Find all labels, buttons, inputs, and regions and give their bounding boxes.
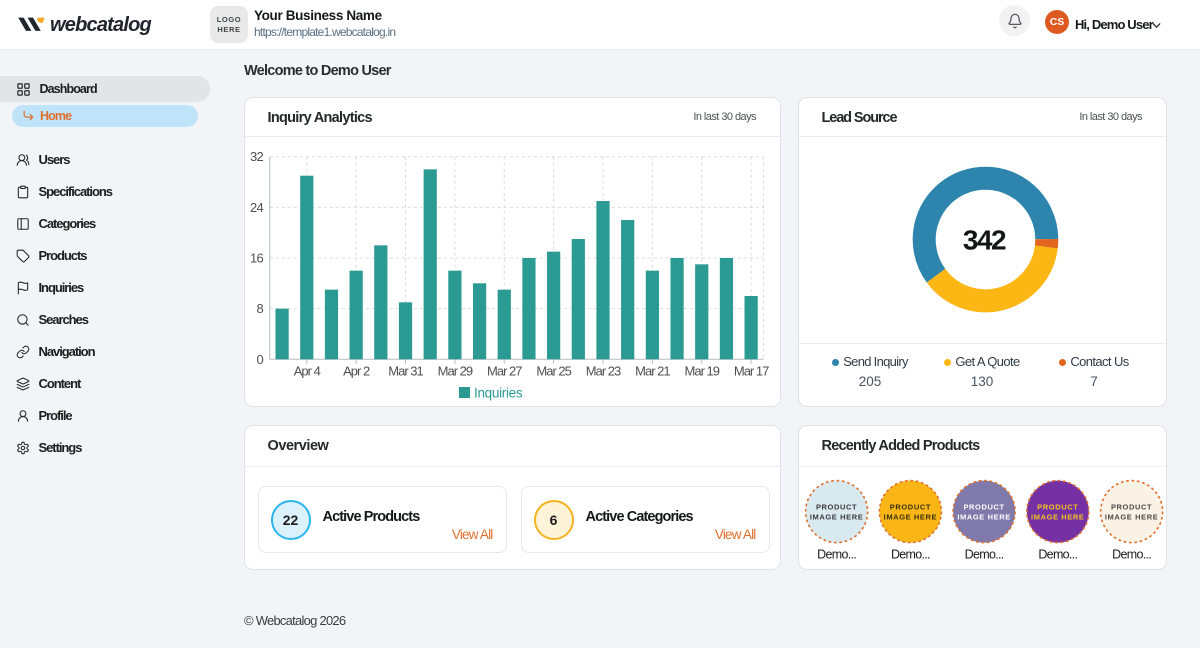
svg-text:Demo...: Demo... bbox=[965, 548, 1004, 562]
svg-text:PRODUCT: PRODUCT bbox=[890, 503, 931, 512]
svg-text:342: 342 bbox=[963, 225, 1006, 256]
svg-text:8: 8 bbox=[257, 301, 264, 316]
svg-text:Mar 17: Mar 17 bbox=[734, 363, 769, 378]
svg-text:PRODUCT: PRODUCT bbox=[1111, 503, 1152, 512]
svg-text:Mar 21: Mar 21 bbox=[635, 363, 670, 378]
svg-text:PRODUCT: PRODUCT bbox=[963, 503, 1004, 512]
svg-text:IMAGE HERE: IMAGE HERE bbox=[1105, 513, 1159, 522]
svg-text:24: 24 bbox=[250, 200, 263, 215]
svg-text:0: 0 bbox=[257, 352, 264, 367]
svg-text:Demo...: Demo... bbox=[891, 548, 930, 562]
svg-text:32: 32 bbox=[250, 149, 263, 164]
svg-text:Demo...: Demo... bbox=[817, 548, 856, 562]
svg-text:PRODUCT: PRODUCT bbox=[1037, 503, 1078, 512]
svg-text:IMAGE HERE: IMAGE HERE bbox=[1031, 513, 1085, 522]
svg-text:Mar 29: Mar 29 bbox=[438, 363, 473, 378]
svg-text:IMAGE HERE: IMAGE HERE bbox=[884, 513, 938, 522]
svg-text:16: 16 bbox=[250, 251, 263, 266]
svg-text:PRODUCT: PRODUCT bbox=[816, 503, 857, 512]
svg-text:Apr 4: Apr 4 bbox=[294, 363, 321, 378]
svg-text:Demo...: Demo... bbox=[1112, 548, 1151, 562]
svg-text:Mar 19: Mar 19 bbox=[685, 363, 720, 378]
svg-text:Inquiries: Inquiries bbox=[474, 386, 523, 401]
svg-text:Mar 27: Mar 27 bbox=[487, 363, 522, 378]
svg-text:Mar 25: Mar 25 bbox=[536, 363, 571, 378]
svg-text:IMAGE HERE: IMAGE HERE bbox=[957, 513, 1011, 522]
svg-text:Apr 2: Apr 2 bbox=[343, 363, 370, 378]
svg-text:Demo...: Demo... bbox=[1038, 548, 1077, 562]
svg-text:Mar 31: Mar 31 bbox=[388, 363, 423, 378]
svg-text:IMAGE HERE: IMAGE HERE bbox=[810, 513, 864, 522]
svg-text:Mar 23: Mar 23 bbox=[586, 363, 621, 378]
